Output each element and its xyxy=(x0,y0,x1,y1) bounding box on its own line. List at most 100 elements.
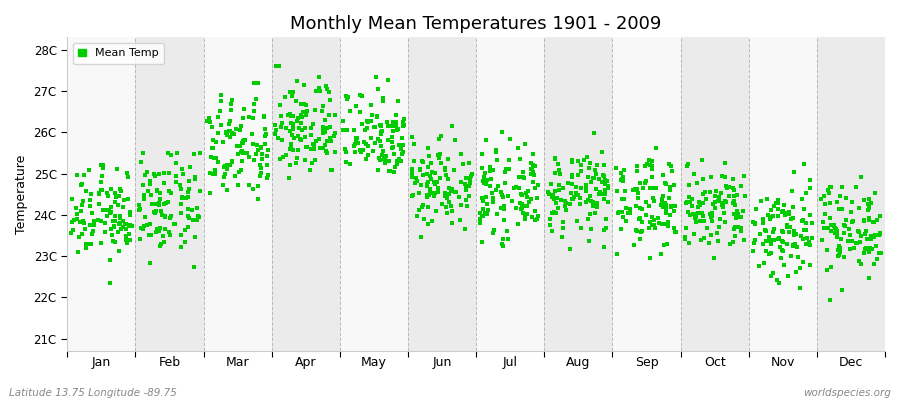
Point xyxy=(698,234,712,241)
Point xyxy=(619,218,634,224)
Point xyxy=(149,187,164,193)
Point xyxy=(796,217,810,224)
Point xyxy=(713,215,727,222)
Point xyxy=(260,172,274,178)
Point xyxy=(479,136,493,143)
Point xyxy=(711,198,725,205)
Point xyxy=(598,180,612,187)
Point xyxy=(796,259,810,265)
Point xyxy=(638,178,652,184)
Point xyxy=(138,195,152,202)
Point xyxy=(628,186,643,192)
Point xyxy=(633,236,647,242)
Point xyxy=(552,167,566,173)
Point xyxy=(423,190,437,196)
Point xyxy=(690,210,705,216)
Point xyxy=(545,228,560,234)
Point xyxy=(586,199,600,206)
Point xyxy=(313,145,328,151)
Point xyxy=(694,236,708,243)
Point xyxy=(298,157,312,164)
Point xyxy=(727,186,742,193)
Point xyxy=(134,225,148,232)
Point xyxy=(549,210,563,216)
Point xyxy=(206,136,220,143)
Point xyxy=(316,129,330,136)
Point xyxy=(595,179,609,186)
Point xyxy=(148,201,163,208)
Point xyxy=(233,123,248,130)
Point xyxy=(272,63,286,70)
Point xyxy=(681,194,696,200)
Point xyxy=(206,136,220,143)
Point xyxy=(463,178,477,184)
Point xyxy=(452,194,466,200)
Point xyxy=(237,136,251,143)
Point xyxy=(134,158,148,165)
Point xyxy=(382,167,397,174)
Y-axis label: Temperature: Temperature xyxy=(15,154,28,234)
Point xyxy=(683,198,698,205)
Point xyxy=(640,161,654,167)
Point xyxy=(119,221,133,227)
Point xyxy=(800,235,814,241)
Point xyxy=(364,135,378,141)
Point xyxy=(86,218,101,224)
Point xyxy=(463,180,477,186)
Point xyxy=(866,219,880,226)
Point xyxy=(776,229,790,235)
Point xyxy=(787,232,801,238)
Point xyxy=(861,201,876,207)
Point xyxy=(596,171,610,178)
Bar xyxy=(476,37,544,351)
Point xyxy=(781,273,796,280)
Point xyxy=(635,185,650,191)
Point xyxy=(626,242,641,248)
Point xyxy=(306,121,320,128)
Point xyxy=(630,168,644,174)
Point xyxy=(320,125,334,131)
Point xyxy=(421,179,436,186)
Point xyxy=(94,162,108,168)
Point xyxy=(786,243,800,249)
Point xyxy=(72,233,86,240)
Point xyxy=(325,167,339,174)
Point xyxy=(179,194,194,201)
Point xyxy=(698,218,712,224)
Point xyxy=(420,191,435,198)
Point xyxy=(274,112,289,119)
Point xyxy=(405,166,419,172)
Point xyxy=(710,238,724,244)
Point xyxy=(216,139,230,145)
Point xyxy=(634,229,648,236)
Point xyxy=(158,226,173,232)
Point xyxy=(571,192,585,198)
Point xyxy=(320,150,334,156)
Point xyxy=(327,132,341,139)
Point xyxy=(318,142,332,148)
Point xyxy=(756,216,770,222)
Point xyxy=(784,253,798,260)
Point xyxy=(623,210,637,216)
Point xyxy=(824,264,838,271)
Point xyxy=(392,156,407,162)
Point xyxy=(642,225,656,232)
Point xyxy=(830,234,844,240)
Point xyxy=(420,204,435,210)
Point xyxy=(136,182,150,188)
Point xyxy=(285,120,300,127)
Point xyxy=(779,241,794,247)
Point xyxy=(646,195,661,201)
Point xyxy=(138,214,152,221)
Point xyxy=(422,186,436,192)
Point xyxy=(257,113,272,120)
Point xyxy=(366,148,381,154)
Point xyxy=(112,186,127,192)
Point xyxy=(757,227,771,233)
Point xyxy=(706,201,720,208)
Point xyxy=(556,225,571,232)
Point xyxy=(142,232,157,238)
Point xyxy=(248,151,263,157)
Point xyxy=(96,207,111,213)
Point xyxy=(465,171,480,178)
